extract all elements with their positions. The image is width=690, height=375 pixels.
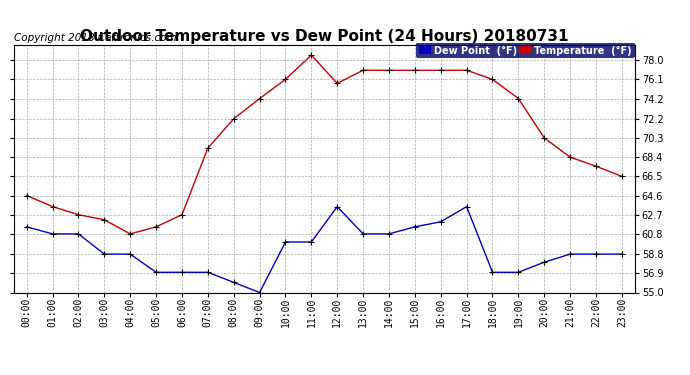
Text: Copyright 2018 Cartronics.com: Copyright 2018 Cartronics.com — [14, 33, 177, 42]
Legend: Dew Point  (°F), Temperature  (°F): Dew Point (°F), Temperature (°F) — [416, 42, 635, 58]
Title: Outdoor Temperature vs Dew Point (24 Hours) 20180731: Outdoor Temperature vs Dew Point (24 Hou… — [80, 29, 569, 44]
